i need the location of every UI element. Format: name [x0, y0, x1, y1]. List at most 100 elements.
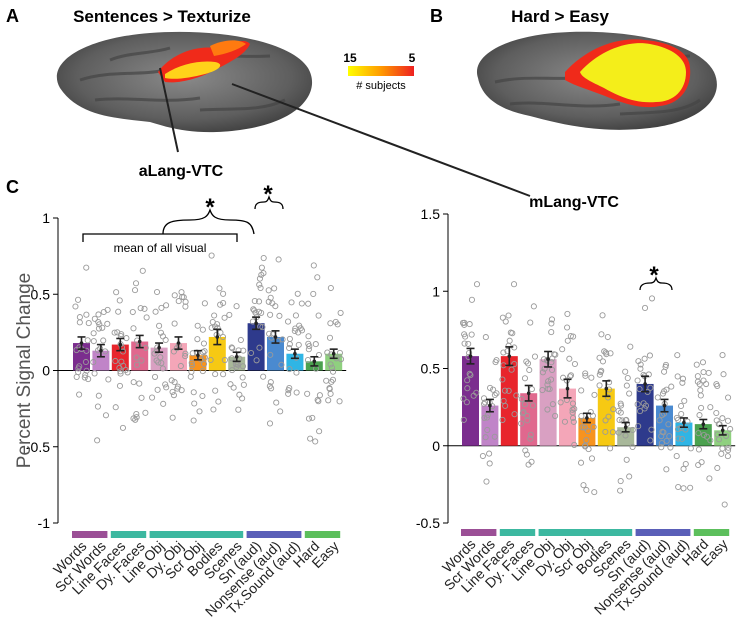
subject-dot	[294, 290, 301, 297]
subject-dot	[640, 400, 647, 407]
group-strip-objects	[538, 529, 633, 536]
subject-dot	[696, 381, 703, 388]
subject-dot	[157, 329, 165, 336]
subject-dot	[582, 443, 589, 450]
subject-dot	[327, 284, 334, 292]
subject-dot	[266, 420, 274, 427]
mean-marker	[137, 339, 142, 344]
subject-dot	[277, 408, 284, 415]
subject-dot	[663, 466, 670, 473]
significance-brace-left-a	[162, 207, 255, 235]
subject-dot	[541, 365, 548, 372]
subject-dot	[158, 304, 165, 311]
subject-dot	[623, 382, 630, 389]
subject-dot	[312, 341, 319, 348]
subject-dot	[482, 434, 489, 441]
panel-label-b: B	[430, 6, 443, 26]
subject-dot	[173, 345, 180, 352]
subject-dot	[719, 415, 726, 422]
subject-dot	[257, 284, 264, 291]
subject-dot	[674, 373, 681, 380]
subject-dot	[487, 384, 494, 391]
subject-dot	[269, 300, 276, 307]
subject-dot	[527, 319, 534, 326]
subject-dot	[674, 352, 681, 359]
subject-dot	[260, 373, 267, 380]
subject-dot	[286, 344, 293, 352]
subject-dot	[502, 402, 509, 409]
subject-dot	[199, 392, 206, 400]
subject-dot	[624, 375, 631, 382]
subject-dot	[680, 485, 687, 492]
subject-dot	[658, 444, 665, 451]
subject-dot	[239, 374, 246, 381]
colorbar-low-label: 15	[343, 51, 357, 65]
subject-dot	[623, 456, 630, 463]
subject-dot	[682, 460, 689, 468]
subject-dot	[564, 337, 571, 344]
subject-dot	[337, 309, 344, 316]
subject-dot	[681, 397, 688, 404]
subject-dot	[544, 381, 551, 388]
subject-dot	[491, 433, 498, 440]
subject-dot	[130, 415, 137, 422]
subject-dot	[527, 431, 534, 438]
subject-dot	[599, 358, 606, 365]
subject-dot	[220, 290, 227, 297]
bar-sn-aud	[247, 323, 265, 371]
subject-dot	[675, 483, 682, 491]
subject-dot	[678, 410, 685, 418]
subject-dot	[629, 443, 636, 450]
subject-dot	[706, 475, 713, 482]
subject-dot	[637, 365, 644, 372]
subject-dot	[725, 394, 732, 401]
subject-dot	[307, 435, 314, 442]
subject-dot	[647, 437, 654, 444]
subject-dot	[715, 421, 722, 428]
subject-dot	[233, 303, 240, 310]
brain-surface-a	[56, 31, 313, 133]
subject-dot	[724, 417, 732, 424]
subject-dot	[220, 299, 227, 307]
subject-dot	[201, 348, 208, 355]
subject-dot	[267, 311, 274, 318]
subject-dot	[698, 459, 705, 466]
subject-dot	[304, 356, 311, 364]
subject-dot	[217, 301, 224, 308]
brain-title-b: Hard > Easy	[511, 7, 609, 26]
subject-dot	[131, 287, 139, 294]
subject-dot	[663, 437, 670, 444]
subject-dot	[508, 366, 515, 373]
group-strip-task	[693, 529, 730, 536]
subject-dot	[251, 297, 258, 305]
subject-dot	[175, 298, 182, 305]
subject-dot	[142, 409, 149, 416]
bar-words	[73, 343, 90, 371]
mean-marker	[293, 351, 297, 356]
subject-dot	[83, 347, 90, 354]
subject-dot	[695, 461, 702, 469]
subject-dot	[468, 296, 475, 303]
subject-dot	[551, 351, 558, 358]
subject-dot	[513, 392, 520, 399]
subject-dot	[76, 391, 83, 398]
subject-dot	[293, 389, 300, 396]
subject-dot	[499, 376, 506, 383]
subject-dot	[521, 375, 529, 382]
subject-dot	[85, 320, 92, 327]
subject-dot	[715, 436, 723, 443]
mean-marker	[546, 357, 550, 362]
subject-dot	[178, 289, 185, 296]
roi-connector-right	[231, 83, 531, 197]
subject-dot	[596, 371, 603, 378]
subject-dot	[275, 256, 282, 263]
subject-dot	[337, 356, 345, 363]
subject-dot	[518, 420, 525, 427]
subject-dot	[524, 360, 532, 367]
subject-dot	[138, 394, 145, 401]
subject-dot	[470, 392, 477, 399]
subject-dot	[132, 280, 140, 287]
subject-dot	[208, 252, 215, 259]
subject-dot	[473, 281, 481, 288]
